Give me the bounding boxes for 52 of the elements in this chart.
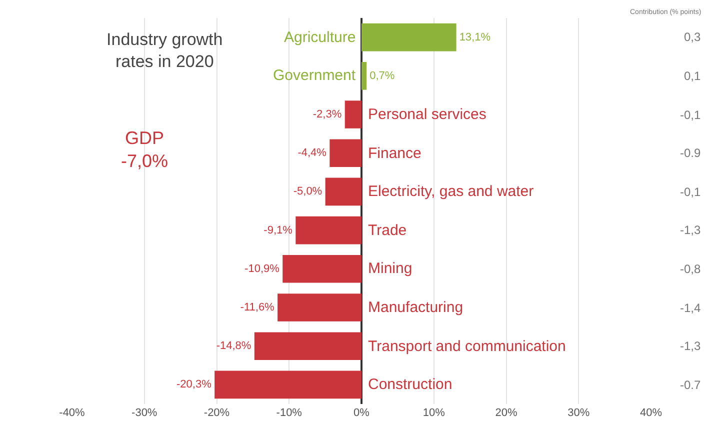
x-tick-label: -30% — [132, 407, 158, 419]
bar — [362, 62, 367, 90]
data-label: -10,9% — [244, 262, 280, 275]
text: -0,8 — [680, 262, 702, 276]
text: -0.9 — [680, 146, 702, 160]
x-tick-label: 30% — [568, 407, 590, 419]
y-tick-label: Manufacturing — [368, 299, 464, 316]
data-label: -11,6% — [240, 302, 275, 314]
y-tick-label: Mining — [368, 260, 412, 277]
y-tick-label: Transport and communication — [368, 338, 566, 355]
bar — [362, 23, 456, 52]
annotation: GDP — [125, 128, 164, 148]
bar — [278, 294, 362, 322]
bar — [282, 255, 362, 283]
y-tick-label: Construction — [368, 376, 452, 393]
y-tick-label: Electricity, gas and water — [368, 183, 534, 200]
text: -1,3 — [680, 339, 702, 353]
text: -0.7 — [680, 378, 702, 392]
bar — [330, 139, 362, 167]
text: 0,3 — [684, 30, 702, 44]
y-tick-label: Finance — [368, 145, 422, 162]
bar — [325, 178, 362, 206]
annotation: -7,0% — [121, 151, 168, 171]
data-label: -4,4% — [298, 147, 327, 160]
data-label: -5,0% — [293, 186, 322, 198]
x-tick-label: -20% — [204, 407, 230, 419]
y-tick-label: Agriculture — [284, 29, 356, 46]
x-tick-label: -10% — [276, 407, 302, 419]
bar — [214, 370, 362, 399]
y-tick-label: Trade — [368, 222, 407, 239]
data-label: -9,1% — [264, 224, 293, 236]
text: Industry growth rates in 2020 — [106, 30, 223, 72]
data-label: -14,8% — [216, 340, 252, 352]
y-tick-label: Government — [273, 67, 356, 84]
bar — [344, 100, 362, 128]
x-tick-label: 40% — [640, 407, 662, 419]
x-tick-label: 20% — [495, 407, 518, 419]
text: -0,1 — [680, 185, 702, 199]
bar — [254, 332, 362, 360]
data-label: 13,1% — [459, 31, 491, 44]
text: -0,1 — [680, 108, 702, 122]
bar — [296, 216, 362, 244]
text: -1,3 — [680, 223, 702, 237]
text: 0,1 — [684, 69, 702, 83]
x-tick-label: -40% — [59, 407, 86, 419]
data-label: 0,7% — [370, 70, 395, 82]
x-tick-label: 10% — [422, 407, 446, 419]
text: -1,4 — [680, 301, 702, 315]
data-label: -20,3% — [176, 378, 212, 391]
x-tick-label: 0% — [354, 407, 370, 419]
y-tick-label: Personal services — [368, 106, 486, 123]
data-label: -2,3% — [312, 108, 342, 120]
